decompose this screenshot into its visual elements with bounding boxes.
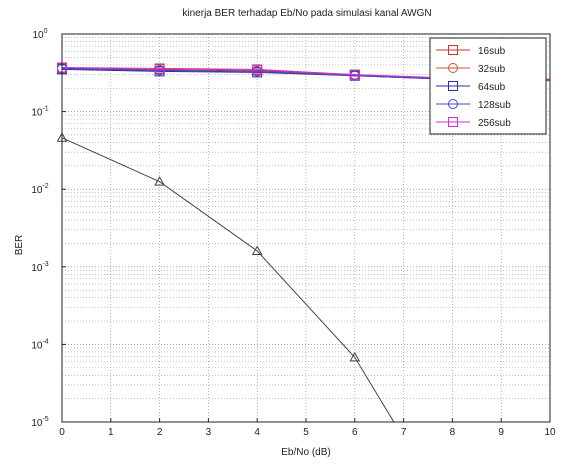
y-tick-label: 100 [32, 28, 47, 41]
y-axis-label: BER [14, 235, 25, 256]
legend-label: 128sub [478, 100, 511, 111]
y-tick-label: 10-2 [31, 183, 48, 196]
chart-title: kinerja BER terhadap Eb/No pada simulasi… [182, 8, 431, 19]
x-tick-label: 1 [108, 427, 114, 438]
legend: 16sub 32sub 64sub 128sub 256sub [430, 38, 546, 134]
x-tick-label: 10 [544, 427, 556, 438]
x-axis-label: Eb/No (dB) [281, 447, 330, 458]
y-tick-label: 10-4 [31, 338, 48, 351]
legend-label: 16sub [478, 46, 506, 57]
legend-label: 256sub [478, 118, 511, 129]
x-tick-label: 9 [498, 427, 504, 438]
x-tick-label: 7 [401, 427, 407, 438]
x-tick-label: 3 [206, 427, 212, 438]
y-tick-label: 10-5 [31, 416, 48, 429]
legend-label: 32sub [478, 64, 506, 75]
y-tick-label: 10-3 [31, 261, 48, 274]
x-tick-label: 0 [59, 427, 65, 438]
x-tick-label: 2 [157, 427, 163, 438]
x-tick-label: 8 [450, 427, 456, 438]
x-tick-label: 4 [254, 427, 260, 438]
x-tick-label: 5 [303, 427, 309, 438]
y-tick-label: 10-1 [31, 106, 48, 119]
x-tick-label: 6 [352, 427, 358, 438]
y-axis-ticks: 100 10-1 10-2 10-3 10-4 10-5 [31, 28, 66, 429]
legend-label: 64sub [478, 82, 506, 93]
